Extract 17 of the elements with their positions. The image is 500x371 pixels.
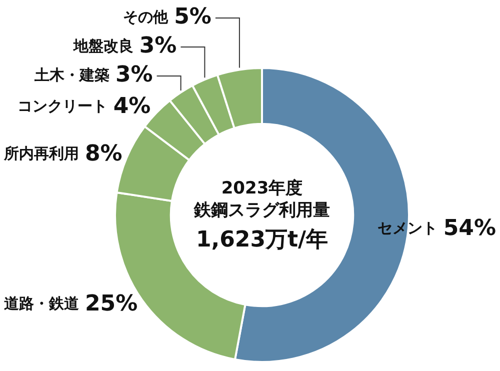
slice-label: その他 <box>123 8 170 26</box>
data-label: 8% <box>85 141 122 166</box>
text: 1,623万t/年 <box>196 228 328 253</box>
data-label: 3% <box>115 62 153 88</box>
slice-label: 道路・鉄道 <box>4 294 80 312</box>
slice-label: 土木・建築 <box>33 66 110 84</box>
data-label: 5% <box>174 4 212 30</box>
slice-label: 所内再利用 <box>3 144 79 162</box>
data-label: 54% <box>443 216 496 242</box>
data-label: 25% <box>85 291 138 316</box>
slice-label: 地盤改良 <box>72 36 134 55</box>
text: 2023年度 <box>221 178 303 198</box>
slice-label: セメント <box>377 219 438 238</box>
slice-label: コンクリート <box>17 96 108 115</box>
data-label: 3% <box>139 34 177 59</box>
data-label: 4% <box>113 94 151 119</box>
text: 鉄鋼スラグ利用量 <box>193 200 330 220</box>
